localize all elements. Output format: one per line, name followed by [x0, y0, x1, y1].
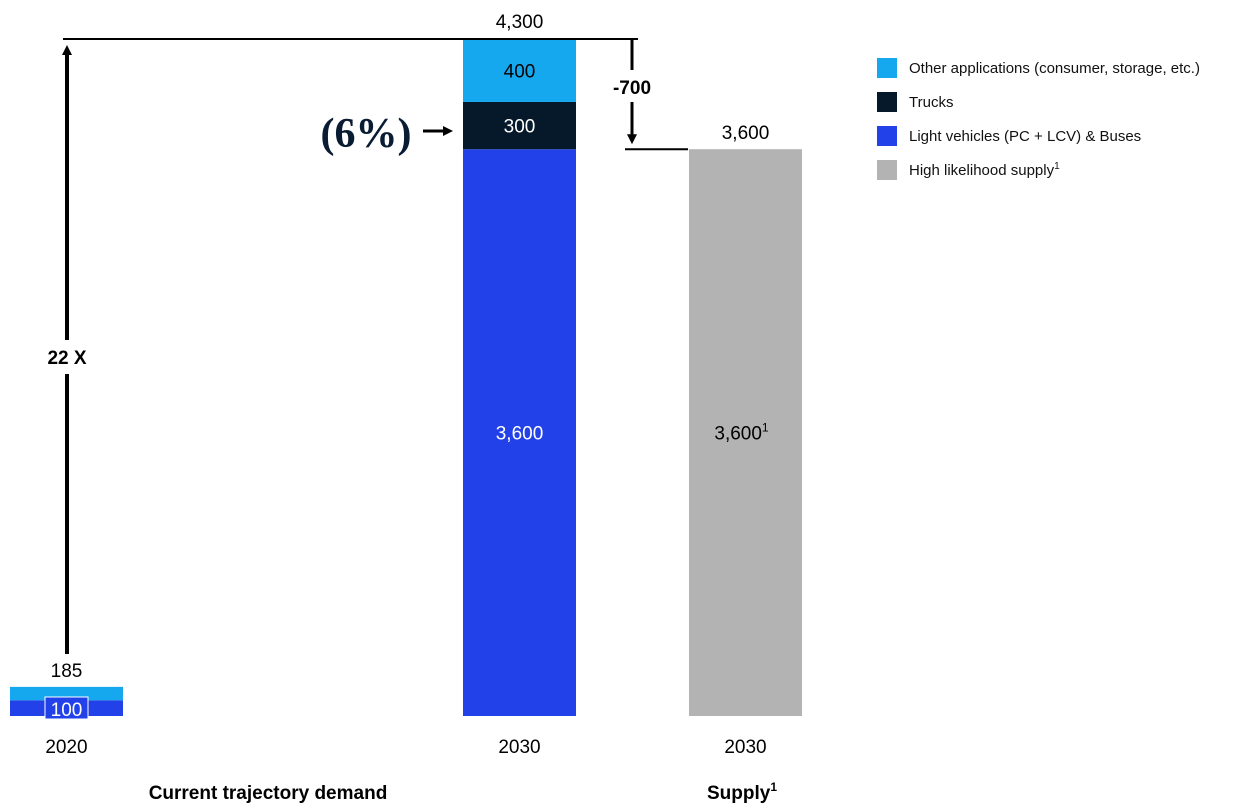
bar-2030-supply-label: 3,6001	[714, 421, 769, 445]
annotation-lines	[62, 38, 688, 654]
bar-2030-trucks	[463, 101, 576, 150]
legend-swatch	[877, 160, 897, 180]
x-tick-2020: 2020	[45, 737, 87, 758]
bar-2030-light-vehicles	[463, 149, 576, 717]
legend-item: Light vehicles (PC + LCV) & Buses	[877, 124, 1200, 148]
legend-label: Trucks	[909, 93, 954, 111]
bar-2030-supply	[689, 149, 802, 717]
x-tick-2030-demand: 2030	[498, 737, 540, 758]
bar-2030-total-label: 4,300	[496, 12, 544, 33]
growth-label: 22 X	[47, 348, 86, 369]
legend-footnote: 1	[1054, 161, 1060, 172]
legend: Other applications (consumer, storage, e…	[877, 56, 1200, 192]
legend-label: Other applications (consumer, storage, e…	[909, 59, 1200, 77]
bar-2020-total-label: 185	[51, 661, 83, 682]
legend-item: Other applications (consumer, storage, e…	[877, 56, 1200, 80]
group-label-demand: Current trajectory demand	[149, 783, 388, 804]
bar-2020-value-box	[44, 696, 89, 720]
legend-item: Trucks	[877, 90, 1200, 114]
bars-group	[10, 39, 802, 720]
gap-label: -700	[613, 78, 651, 99]
bar-2020-other-applications	[10, 686, 123, 701]
trucks-share-label: (6%)	[321, 111, 412, 157]
legend-swatch	[877, 92, 897, 112]
bar-2030-trucks-label: 300	[504, 117, 536, 138]
bar-2030-other-applications	[463, 39, 576, 102]
x-tick-2030-supply: 2030	[724, 737, 766, 758]
legend-swatch	[877, 58, 897, 78]
group-label-supply-footnote: 1	[770, 780, 777, 794]
chart-labels: 10018520203,6003004004,30020303,60013,60…	[45, 12, 777, 804]
bar-2020-value-label: 100	[51, 700, 83, 721]
legend-item: High likelihood supply1	[877, 158, 1200, 182]
bar-2030-light-label: 3,600	[496, 424, 544, 445]
legend-swatch	[877, 126, 897, 146]
group-label-supply: Supply1	[707, 780, 777, 804]
legend-label: High likelihood supply1	[909, 161, 1060, 179]
bar-2030-supply-total-label: 3,600	[722, 123, 770, 144]
bar-2030-supply-footnote: 1	[762, 421, 769, 435]
bar-2030-other-label: 400	[504, 61, 536, 82]
legend-label: Light vehicles (PC + LCV) & Buses	[909, 127, 1142, 145]
